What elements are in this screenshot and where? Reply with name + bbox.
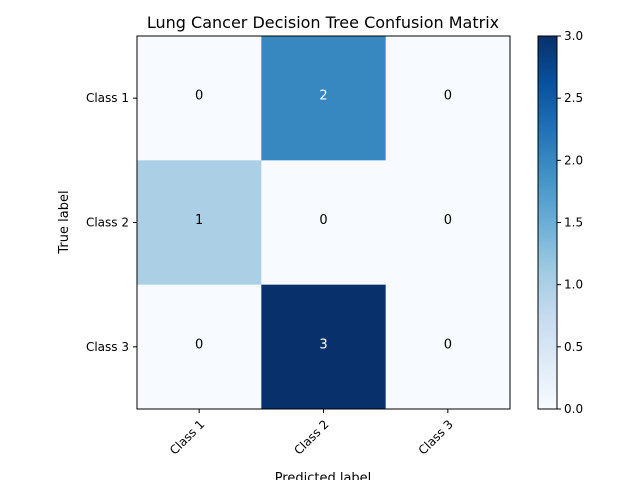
colorbar-tick-label: 1.0 [564, 278, 583, 292]
cell-value-label: 0 [444, 213, 452, 228]
cell-value-label: 0 [195, 337, 203, 352]
cell-value-label: 0 [444, 337, 452, 352]
cell-value-label: 1 [195, 213, 203, 228]
colorbar-tick-label: 0.0 [564, 402, 583, 416]
cell-value-label: 0 [444, 89, 452, 104]
heatmap-cells [137, 36, 511, 410]
heatmap-cell [137, 36, 262, 161]
cell-value-label: 0 [319, 213, 327, 228]
colorbar-tick-label: 2.0 [564, 153, 583, 167]
y-tick-label: Class 2 [86, 216, 129, 230]
heatmap-cell [261, 160, 387, 286]
x-axis-ticks: Class 1 Class 2 Class 3 [167, 409, 456, 458]
heatmap-cell [137, 160, 262, 286]
x-axis-label: Predicted label [275, 471, 372, 480]
chart-title: Lung Cancer Decision Tree Confusion Matr… [147, 13, 499, 32]
colorbar-tick-label: 2.5 [564, 91, 583, 105]
heatmap-cell [137, 284, 262, 410]
y-tick-label: Class 1 [86, 91, 129, 105]
colorbar-tick-label: 3.0 [564, 29, 583, 43]
x-tick-label: Class 2 [291, 417, 331, 457]
colorbar [537, 35, 558, 410]
y-axis-ticks: Class 1 Class 2 Class 3 [86, 91, 137, 354]
y-tick-label: Class 3 [86, 340, 129, 354]
y-axis-label: True label [57, 190, 72, 254]
heatmap-cell [261, 284, 387, 410]
cell-value-label: 0 [195, 89, 203, 104]
colorbar-ticks: 0.0 0.5 1.0 1.5 2.0 2.5 3.0 [557, 29, 583, 416]
heatmap-cell [385, 160, 511, 286]
x-tick-label: Class 1 [167, 417, 207, 457]
colorbar-tick-label: 1.5 [564, 216, 583, 230]
heatmap-cell [261, 36, 387, 161]
colorbar-tick-label: 0.5 [564, 340, 583, 354]
heatmap-cell [385, 284, 511, 410]
cell-value-labels: 0 2 0 1 0 0 0 3 0 [195, 89, 452, 353]
cell-value-label: 3 [319, 337, 327, 352]
x-tick-label: Class 3 [416, 417, 456, 457]
heatmap-cell [385, 36, 511, 161]
cell-value-label: 2 [319, 89, 327, 104]
